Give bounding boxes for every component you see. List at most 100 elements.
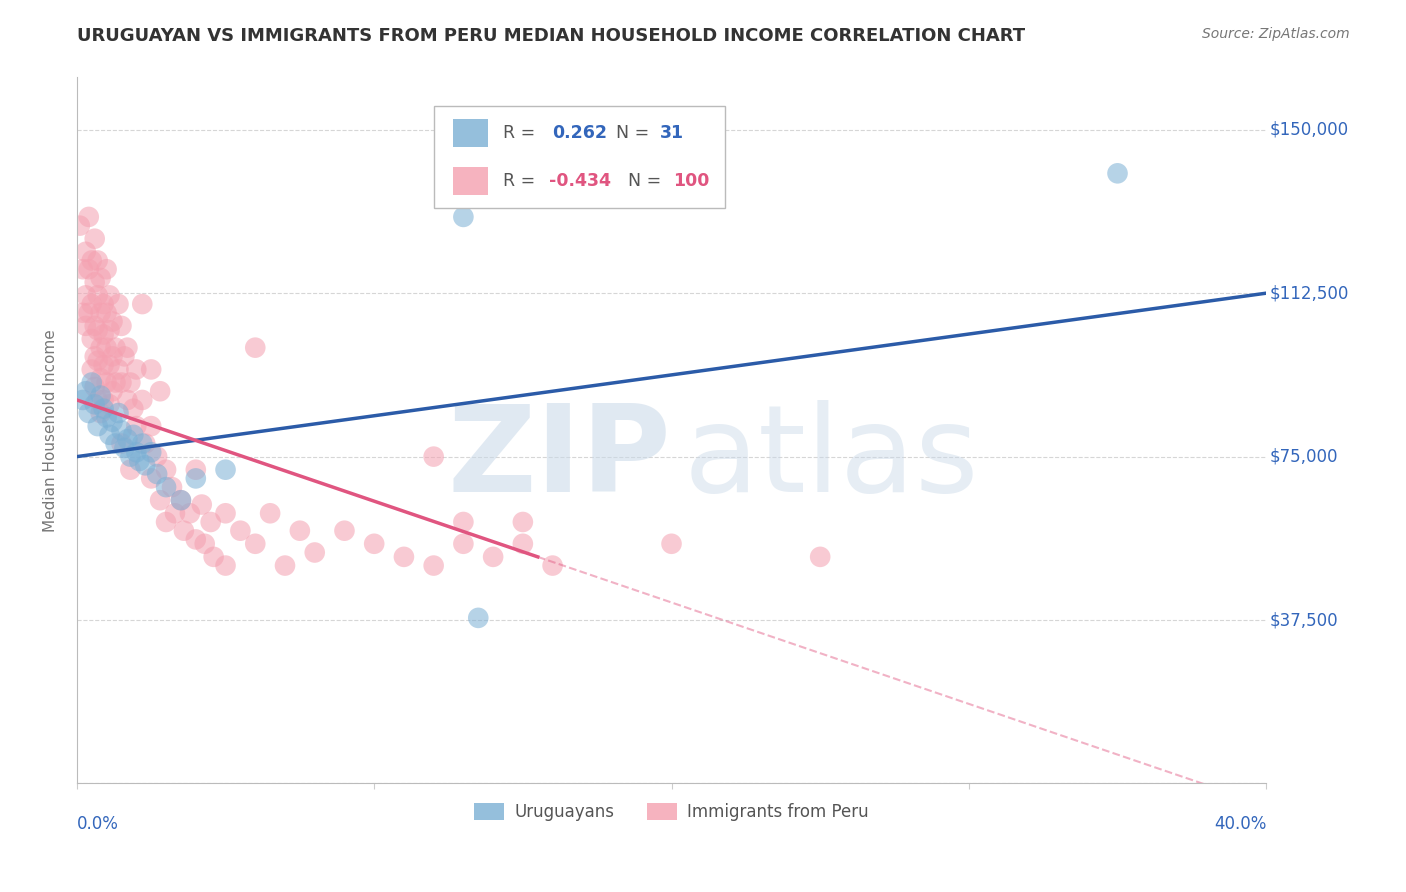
Point: [96, 306, 118, 320]
Point: [96, 341, 118, 355]
Text: 100: 100: [672, 171, 709, 190]
Point: [86, 419, 108, 434]
Text: URUGUAYAN VS IMMIGRANTS FROM PERU MEDIAN HOUSEHOLD INCOME CORRELATION CHART: URUGUAYAN VS IMMIGRANTS FROM PERU MEDIAN…: [77, 27, 1025, 45]
Point: [155, 463, 177, 477]
Text: 0.0%: 0.0%: [77, 815, 118, 833]
Point: [214, 558, 236, 573]
Point: [93, 327, 115, 342]
Point: [90, 371, 112, 385]
Point: [122, 427, 145, 442]
Point: [107, 406, 129, 420]
Point: [86, 353, 108, 368]
Point: [117, 392, 139, 407]
Point: [131, 297, 153, 311]
Point: [141, 362, 163, 376]
Point: [86, 392, 108, 407]
Point: [131, 436, 153, 450]
Point: [72, 306, 94, 320]
Point: [422, 450, 444, 464]
Point: [104, 341, 127, 355]
Point: [245, 537, 267, 551]
Point: [96, 410, 118, 425]
Point: [72, 392, 94, 407]
Legend: Uruguayans, Immigrants from Peru: Uruguayans, Immigrants from Peru: [467, 797, 876, 828]
Point: [141, 471, 163, 485]
Point: [512, 515, 534, 529]
Point: [214, 506, 236, 520]
Point: [190, 498, 212, 512]
Point: [200, 515, 222, 529]
Point: [245, 341, 267, 355]
Point: [93, 392, 115, 407]
Point: [96, 376, 118, 390]
Point: [96, 262, 118, 277]
Point: [155, 480, 177, 494]
Point: [131, 392, 153, 407]
Point: [101, 314, 124, 328]
Point: [179, 506, 201, 520]
FancyBboxPatch shape: [433, 105, 725, 208]
Point: [107, 362, 129, 376]
Point: [482, 549, 505, 564]
Point: [101, 350, 124, 364]
Text: $37,500: $37,500: [1270, 611, 1339, 629]
Point: [160, 480, 183, 494]
Point: [80, 253, 103, 268]
Point: [274, 558, 297, 573]
Point: [141, 419, 163, 434]
Point: [122, 401, 145, 416]
Y-axis label: Median Household Income: Median Household Income: [44, 329, 58, 532]
Point: [134, 458, 156, 473]
Point: [120, 376, 142, 390]
Point: [146, 467, 169, 481]
Point: [80, 376, 103, 390]
Point: [453, 537, 475, 551]
Text: $112,500: $112,500: [1270, 285, 1350, 302]
Point: [107, 297, 129, 311]
Point: [69, 219, 91, 233]
Point: [86, 288, 108, 302]
Point: [98, 427, 121, 442]
Point: [194, 537, 217, 551]
Text: Source: ZipAtlas.com: Source: ZipAtlas.com: [1202, 27, 1350, 41]
Point: [173, 524, 195, 538]
Point: [101, 384, 124, 399]
Text: N =: N =: [627, 171, 666, 190]
Point: [90, 306, 112, 320]
Point: [77, 262, 100, 277]
Point: [149, 493, 172, 508]
Point: [134, 436, 156, 450]
Point: [512, 537, 534, 551]
Point: [259, 506, 281, 520]
Point: [141, 445, 163, 459]
Point: [163, 506, 186, 520]
Point: [90, 388, 112, 402]
Point: [170, 493, 193, 508]
Point: [77, 306, 100, 320]
Point: [86, 323, 108, 337]
FancyBboxPatch shape: [453, 167, 488, 194]
Text: ZIP: ZIP: [447, 401, 672, 517]
Point: [125, 445, 148, 459]
Point: [72, 262, 94, 277]
Point: [541, 558, 564, 573]
Point: [304, 545, 326, 559]
Point: [184, 463, 207, 477]
Text: $150,000: $150,000: [1270, 120, 1348, 139]
Point: [93, 297, 115, 311]
Point: [75, 384, 97, 399]
Point: [184, 533, 207, 547]
FancyBboxPatch shape: [453, 120, 488, 147]
Text: $75,000: $75,000: [1270, 448, 1339, 466]
Point: [202, 549, 225, 564]
Point: [453, 515, 475, 529]
Point: [104, 436, 127, 450]
Point: [93, 358, 115, 372]
Text: 31: 31: [659, 124, 683, 142]
Text: 40.0%: 40.0%: [1213, 815, 1267, 833]
Point: [83, 275, 105, 289]
Point: [77, 406, 100, 420]
Text: R =: R =: [502, 171, 540, 190]
Point: [125, 419, 148, 434]
Point: [75, 318, 97, 333]
